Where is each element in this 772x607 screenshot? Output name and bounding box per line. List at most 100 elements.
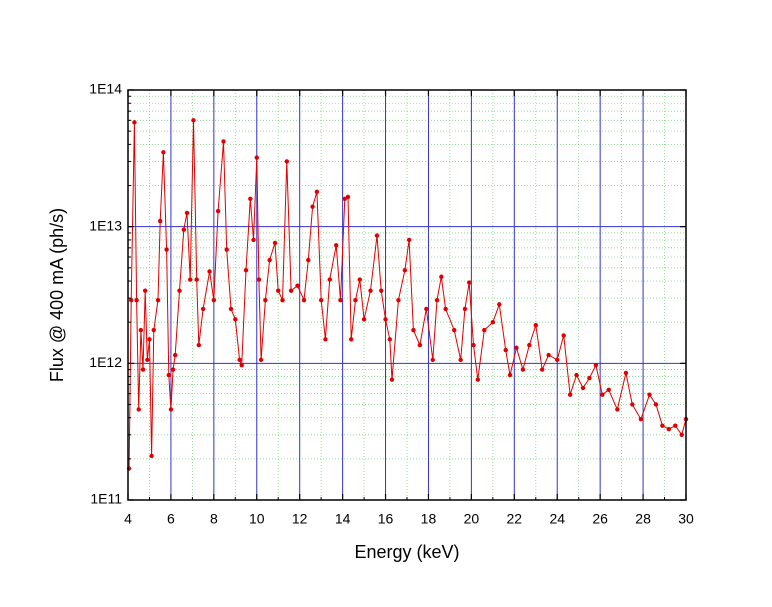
- data-point: [361, 317, 367, 322]
- x-tick-label: 18: [421, 511, 437, 527]
- data-point: [593, 362, 599, 368]
- data-point: [140, 367, 146, 372]
- data-point: [333, 243, 339, 248]
- data-point: [155, 297, 161, 303]
- data-point: [177, 288, 182, 293]
- x-tick-label: 16: [378, 511, 394, 527]
- data-point: [267, 257, 272, 263]
- data-point: [353, 297, 358, 303]
- data-point: [574, 372, 579, 378]
- data-point: [157, 218, 163, 224]
- data-point: [147, 337, 152, 342]
- data-point: [196, 342, 202, 348]
- data-point: [630, 402, 635, 407]
- data-point: [389, 377, 395, 382]
- data-point: [327, 277, 332, 282]
- data-point: [224, 247, 229, 252]
- data-point: [482, 327, 487, 333]
- data-point: [396, 297, 401, 303]
- data-point: [138, 327, 144, 333]
- data-point: [490, 319, 496, 325]
- data-point: [443, 306, 448, 312]
- data-point: [134, 297, 139, 303]
- x-tick-label: 4: [124, 511, 132, 527]
- data-point: [647, 392, 652, 397]
- data-point: [467, 280, 472, 285]
- data-point: [254, 155, 259, 160]
- data-point: [170, 367, 176, 372]
- data-point: [434, 297, 440, 303]
- x-tick-label: 10: [249, 511, 265, 527]
- data-point: [136, 407, 141, 412]
- x-tick-label: 28: [635, 511, 651, 527]
- data-point: [374, 233, 380, 238]
- data-point: [288, 288, 294, 293]
- data-point: [379, 288, 384, 293]
- data-point: [318, 297, 324, 303]
- data-point: [191, 118, 196, 123]
- data-point: [600, 392, 605, 397]
- data-point: [402, 268, 408, 273]
- y-tick-label: 1E11: [90, 491, 122, 507]
- data-point: [251, 237, 256, 243]
- y-axis-title: Flux @ 400 mA (ph/s): [47, 208, 67, 382]
- data-point: [168, 407, 174, 412]
- data-point: [567, 392, 573, 397]
- x-tick-label: 26: [592, 511, 608, 527]
- data-point: [188, 277, 193, 282]
- data-point: [263, 297, 268, 303]
- data-point: [233, 317, 238, 322]
- data-point: [615, 407, 620, 412]
- data-point: [142, 288, 148, 293]
- data-point: [458, 357, 463, 363]
- data-point: [666, 426, 672, 432]
- data-point: [194, 277, 199, 282]
- data-point: [306, 257, 311, 263]
- data-point: [349, 337, 354, 342]
- data-point: [215, 208, 221, 214]
- data-point: [514, 345, 519, 350]
- data-point: [301, 297, 307, 303]
- data-point: [211, 297, 217, 303]
- data-point: [533, 323, 538, 328]
- data-point: [507, 372, 513, 378]
- data-point: [342, 196, 347, 201]
- data-point: [638, 417, 644, 422]
- x-tick-label: 24: [549, 511, 565, 527]
- data-point: [497, 302, 502, 307]
- data-point: [248, 196, 253, 201]
- data-point: [272, 240, 278, 246]
- data-point: [164, 247, 169, 252]
- data-point: [411, 327, 416, 333]
- data-point: [673, 423, 678, 428]
- data-point: [580, 385, 586, 391]
- data-point: [129, 297, 134, 303]
- x-tick-label: 20: [464, 511, 480, 527]
- data-point: [439, 274, 444, 279]
- x-tick-label: 8: [210, 511, 218, 527]
- data-point: [417, 342, 423, 348]
- data-point: [471, 342, 476, 348]
- data-point: [540, 367, 545, 372]
- data-point: [357, 277, 362, 282]
- data-point: [181, 227, 186, 232]
- data-point: [284, 159, 290, 164]
- data-point: [166, 372, 171, 378]
- data-point: [406, 237, 412, 243]
- data-point: [239, 362, 244, 368]
- y-tick-label: 1E12: [89, 354, 122, 370]
- data-point: [221, 139, 226, 144]
- data-point: [623, 370, 629, 376]
- data-point: [207, 269, 212, 274]
- data-point: [660, 423, 665, 428]
- data-point: [520, 367, 526, 372]
- data-point: [555, 357, 560, 363]
- data-point: [200, 306, 206, 312]
- data-point: [653, 402, 659, 407]
- data-point: [546, 352, 551, 358]
- data-point: [368, 288, 373, 293]
- data-point: [256, 277, 262, 282]
- data-point: [475, 377, 481, 382]
- data-point: [383, 317, 388, 322]
